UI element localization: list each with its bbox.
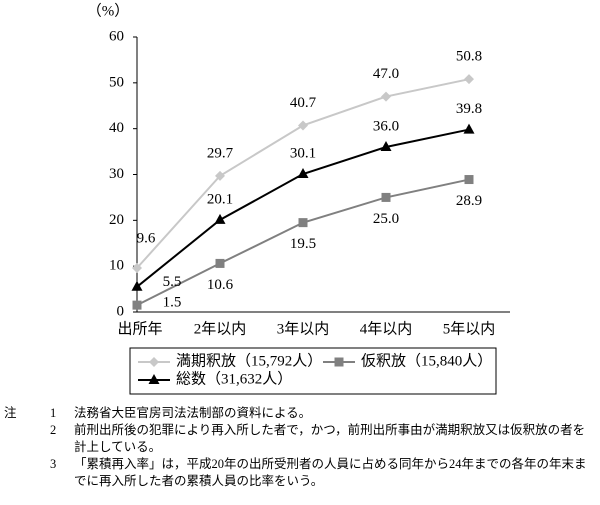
marker [214, 213, 226, 224]
legend-label: 満期釈放（15,792人） [176, 352, 322, 369]
x-tick-label: 出所年 [117, 320, 162, 337]
value-label: 29.7 [207, 145, 234, 161]
y-axis-label: （%） [87, 2, 130, 19]
value-label: 36.0 [373, 118, 399, 134]
value-label: 19.5 [290, 236, 316, 252]
value-label: 25.0 [373, 211, 399, 227]
value-label: 30.1 [290, 145, 316, 161]
marker [380, 141, 392, 151]
legend-label: 総数（31,632人） [176, 370, 292, 387]
note: 注 1 法務省大臣官房司法法制部の資料による。 [4, 405, 596, 422]
marker [215, 258, 225, 268]
value-label: 39.8 [456, 101, 482, 117]
x-tick-label: 5年以内 [443, 320, 496, 337]
marker [149, 357, 159, 367]
y-tick-label: 50 [109, 74, 124, 90]
marker [148, 374, 160, 384]
value-label: 20.1 [207, 191, 233, 207]
value-label: 50.8 [456, 49, 482, 65]
value-label: 5.5 [163, 274, 182, 290]
y-tick-label: 60 [109, 28, 124, 44]
note-number: 2 [50, 423, 57, 437]
marker [298, 120, 308, 131]
value-label: 47.0 [373, 66, 399, 82]
note-number: 1 [50, 406, 57, 420]
legend-box [129, 347, 497, 395]
y-tick-label: 20 [109, 212, 124, 228]
y-tick-label: 30 [109, 166, 124, 182]
marker [464, 175, 474, 185]
value-label: 9.6 [137, 230, 156, 246]
note: 2 前刑出所後の犯罪により再入所した者で，かつ，前刑出所事由が満期釈放又は仮釈放の… [4, 422, 596, 456]
x-tick-label: 3年以内 [277, 320, 330, 337]
marker [463, 123, 475, 134]
x-tick-label: 4年以内 [360, 320, 413, 337]
marker [334, 357, 344, 367]
marker [215, 170, 225, 181]
y-tick-label: 0 [117, 303, 125, 319]
value-label: 1.5 [163, 295, 182, 311]
x-tick-label: 2年以内 [194, 320, 247, 337]
y-tick-label: 40 [109, 120, 124, 136]
marker [297, 168, 309, 179]
note-text: 法務省大臣官房司法法制部の資料による。 [74, 406, 312, 420]
marker [464, 74, 474, 85]
marker [298, 218, 308, 228]
note-label: 注 [4, 406, 17, 420]
marker [131, 280, 143, 291]
value-label: 40.7 [290, 95, 317, 111]
notes: 注 1 法務省大臣官房司法法制部の資料による。 2 前刑出所後の犯罪により再入所した者… [4, 405, 596, 490]
marker [381, 192, 391, 202]
note-number: 3 [50, 457, 57, 471]
note-text: 「累積再入率」は，平成20年の出所受刑者の人員に占める同年から24年までの各年の… [74, 457, 587, 488]
value-label: 28.9 [456, 193, 482, 209]
y-tick-label: 10 [109, 258, 124, 274]
marker [381, 91, 391, 102]
note: 3 「累積再入率」は，平成20年の出所受刑者の人員に占める同年から24年までの各年… [4, 456, 596, 490]
legend-label: 仮釈放（15,840人） [361, 352, 492, 369]
note-text: 前刑出所後の犯罪により再入所した者で，かつ，前刑出所事由が満期釈放又は仮釈放の者… [74, 423, 586, 454]
marker [132, 300, 142, 310]
chart: （%） 0 10 20 30 40 50 60 出所年 2年以内 3年以内 4年以内 5年以内 9.6 2… [87, 2, 510, 395]
marker [132, 263, 142, 273]
value-label: 10.6 [207, 277, 234, 293]
